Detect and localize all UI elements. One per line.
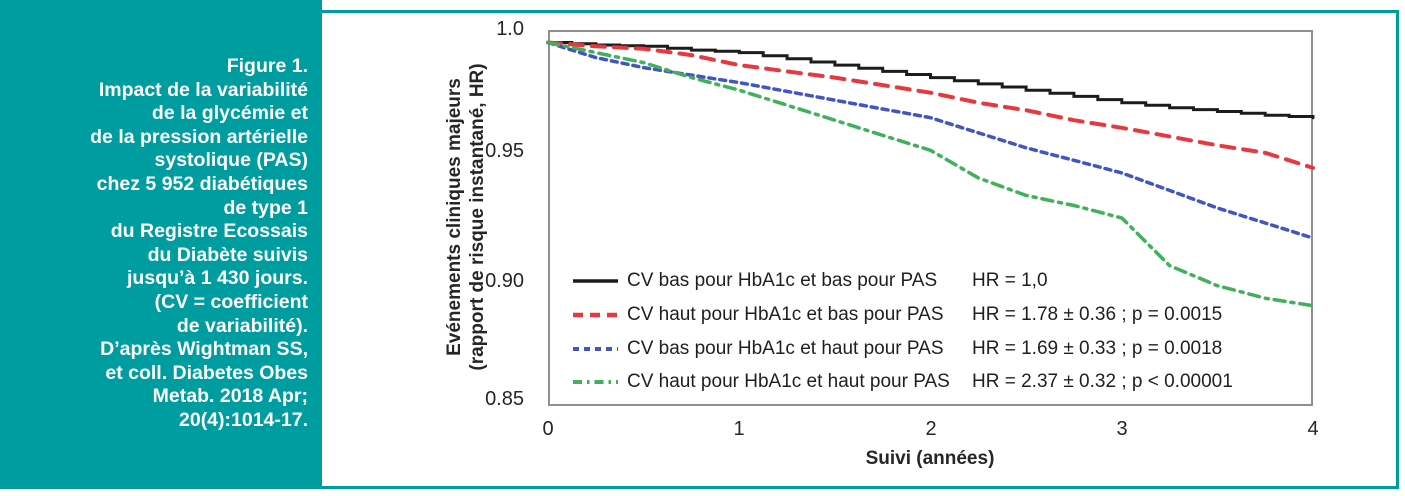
y-axis-title: Evénements cliniques majeurs (rapport de… bbox=[443, 37, 489, 397]
caption-panel: Figure 1. Impact de la variabilité de la… bbox=[0, 0, 322, 489]
caption-line: systolique (PAS) bbox=[154, 149, 309, 172]
caption-line: de type 1 bbox=[223, 196, 308, 219]
x-tick-label: 4 bbox=[1307, 418, 1319, 440]
legend-label: CV haut pour HbA1c et haut pour PAS bbox=[627, 371, 950, 392]
y-tick-label: 1.0 bbox=[496, 18, 524, 40]
caption-line: 20(4):1014-17. bbox=[179, 408, 308, 431]
caption-line: du Registre Ecossais bbox=[110, 220, 308, 243]
caption-line: de variabilité). bbox=[176, 314, 308, 337]
y-tick-label: 0.85 bbox=[485, 388, 524, 410]
legend-hr-value: HR = 1.69 ± 0.33 ; p = 0.0018 bbox=[972, 338, 1223, 359]
x-tick-label: 3 bbox=[1116, 418, 1128, 440]
x-axis-title: Suivi (années) bbox=[865, 448, 995, 469]
legend-label: CV haut pour HbA1c et bas pour PAS bbox=[627, 304, 944, 325]
caption-line: jusqu’à 1 430 jours. bbox=[127, 267, 308, 290]
figure-caption: Figure 1. Impact de la variabilité de la… bbox=[8, 55, 308, 433]
y-tick-label: 0.95 bbox=[485, 140, 524, 162]
legend-label: CV bas pour HbA1c et bas pour PAS bbox=[627, 270, 938, 291]
caption-line: Impact de la variabilité bbox=[98, 78, 308, 101]
caption-line: de la glycémie et bbox=[151, 102, 308, 125]
caption-line: Metab. 2018 Apr; bbox=[152, 385, 308, 408]
y-tick-label: 0.90 bbox=[485, 270, 524, 292]
y-axis-title-line2: (rapport de risque instantané, HR) bbox=[467, 63, 488, 371]
x-tick-label: 2 bbox=[925, 418, 937, 440]
x-tick-label: 1 bbox=[733, 418, 745, 440]
x-tick-label: 0 bbox=[542, 418, 554, 440]
figure-frame bbox=[0, 10, 1399, 489]
legend-hr-value: HR = 1.78 ± 0.36 ; p = 0.0015 bbox=[972, 304, 1223, 325]
caption-line: du Diabète suivis bbox=[147, 243, 308, 266]
legend-hr-value: HR = 1,0 bbox=[972, 270, 1048, 291]
legend-hr-value: HR = 2.37 ± 0.32 ; p < 0.00001 bbox=[972, 371, 1233, 392]
caption-line: et coll. Diabetes Obes bbox=[105, 361, 308, 384]
caption-line: de la pression artérielle bbox=[90, 125, 308, 148]
legend-item: CV haut pour HbA1c et haut pour PAS HR =… bbox=[627, 369, 1233, 395]
legend-item: CV bas pour HbA1c et bas pour PAS HR = 1… bbox=[627, 268, 1048, 294]
caption-line: Figure 1. bbox=[226, 55, 308, 77]
legend-label: CV bas pour HbA1c et haut pour PAS bbox=[627, 338, 944, 359]
legend-item: CV bas pour HbA1c et haut pour PAS HR = … bbox=[627, 336, 1222, 362]
caption-line: chez 5 952 diabétiques bbox=[96, 172, 308, 195]
caption-line: D’après Wightman SS, bbox=[100, 338, 308, 361]
y-axis-title-line1: Evénements cliniques majeurs bbox=[444, 78, 465, 356]
caption-line: (CV = coefficient bbox=[154, 290, 308, 313]
legend-item: CV haut pour HbA1c et bas pour PAS HR = … bbox=[627, 302, 1222, 328]
